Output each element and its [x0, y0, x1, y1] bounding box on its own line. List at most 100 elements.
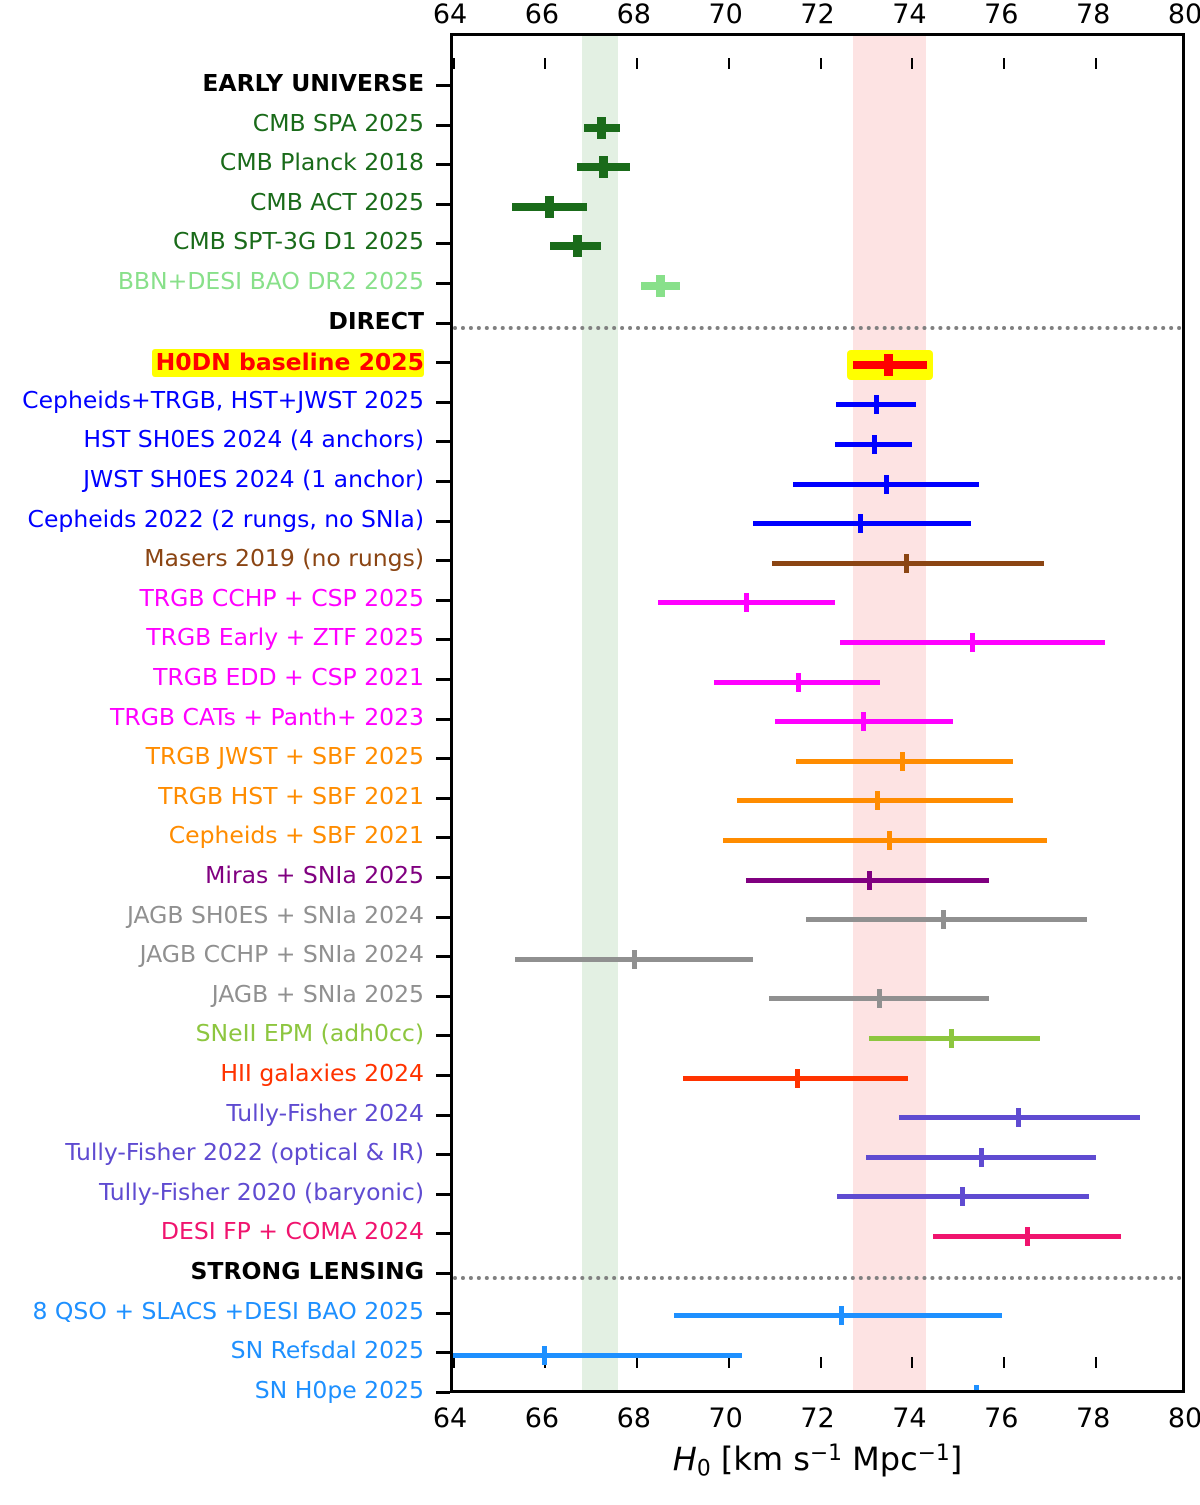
y-tick-row-18 [436, 796, 450, 800]
axis-title-units: [km s−1 Mpc−1] [710, 1440, 963, 1478]
center-marker-row-2 [598, 156, 608, 179]
center-marker-row-13 [744, 593, 750, 613]
y-tick-row-2 [436, 163, 450, 167]
center-marker-row-4 [572, 235, 582, 258]
y-tick-row-24 [436, 1034, 450, 1038]
x-tick-label-70: 70 [708, 1403, 743, 1434]
x-tick-76 [1003, 58, 1006, 69]
x-tick-label-64: 64 [432, 0, 468, 30]
x-tick-label-66: 66 [524, 0, 560, 30]
center-marker-row-9 [871, 434, 877, 454]
row-label-27: Tully-Fisher 2022 (optical & IR) [65, 1138, 424, 1167]
center-marker-row-31 [838, 1306, 844, 1326]
center-marker-row-32 [542, 1345, 548, 1365]
row-label-32: SN Refsdal 2025 [230, 1336, 424, 1365]
plot-area [453, 36, 1182, 1390]
x-tick-68 [635, 58, 638, 69]
y-tick-row-22 [436, 955, 450, 959]
row-label-10: JWST SH0ES 2024 (1 anchor) [83, 465, 424, 493]
x-tick-72 [819, 58, 822, 69]
x-tick-64 [453, 1357, 455, 1368]
row-label-9: HST SH0ES 2024 (4 anchors) [83, 425, 424, 454]
row-label-5: BBN+DESI BAO DR2 2025 [117, 267, 424, 295]
center-marker-row-3 [545, 195, 555, 218]
y-tick-row-32 [436, 1351, 450, 1355]
x-tick-label-76: 76 [984, 1403, 1019, 1434]
center-marker-row-22 [632, 949, 638, 969]
y-tick-row-21 [436, 915, 450, 919]
y-tick-row-27 [436, 1153, 450, 1157]
row-label-2: CMB Planck 2018 [219, 148, 424, 177]
x-axis-title: H0 [km s−1 Mpc−1] [450, 1443, 1185, 1480]
y-tick-row-16 [436, 717, 450, 721]
row-label-20: Miras + SNIa 2025 [205, 861, 424, 889]
y-tick-row-7 [436, 361, 450, 365]
y-tick-row-25 [436, 1074, 450, 1077]
x-tick-78 [1095, 58, 1098, 69]
center-marker-row-28 [960, 1187, 966, 1207]
center-marker-row-26 [1015, 1108, 1021, 1128]
row-label-1: CMB SPA 2025 [252, 108, 424, 137]
y-tick-row-5 [436, 282, 450, 285]
row-label-16: TRGB CATs + Panth+ 2023 [110, 702, 424, 731]
row-label-25: HII galaxies 2024 [220, 1059, 424, 1087]
y-tick-row-6 [436, 321, 450, 325]
x-tick-74 [911, 58, 914, 69]
y-tick-row-19 [436, 836, 450, 840]
x-tick-label-72: 72 [800, 1403, 835, 1434]
error-bar-row-19 [723, 837, 1047, 843]
row-label-28: Tully-Fisher 2020 (baryonic) [99, 1177, 424, 1206]
row-label-31: 8 QSO + SLACS +DESI BAO 2025 [32, 1296, 424, 1325]
center-marker-row-15 [795, 672, 801, 692]
x-tick-label-72: 72 [800, 0, 835, 30]
y-tick-row-4 [436, 242, 450, 246]
error-bar-row-18 [736, 798, 1014, 804]
x-tick-76 [1003, 1357, 1006, 1368]
row-label-22: JAGB CCHP + SNIa 2024 [139, 940, 424, 969]
x-tick-78 [1095, 1357, 1098, 1368]
y-tick-row-23 [436, 994, 450, 998]
center-marker-row-24 [949, 1028, 955, 1048]
row-label-23: JAGB + SNIa 2025 [211, 979, 424, 1008]
row-label-30: STRONG LENSING [190, 1257, 425, 1285]
row-label-19: Cepheids + SBF 2021 [168, 821, 424, 850]
plot-frame [450, 33, 1185, 1393]
row-label-8: Cepheids+TRGB, HST+JWST 2025 [22, 385, 424, 414]
center-marker-row-10 [883, 474, 889, 494]
row-label-0: EARLY UNIVERSE [202, 69, 424, 97]
center-marker-row-19 [886, 830, 892, 850]
row-label-18: TRGB HST + SBF 2021 [158, 781, 424, 810]
row-label-14: TRGB Early + ZTF 2025 [146, 623, 424, 652]
row-label-15: TRGB EDD + CSP 2021 [153, 663, 424, 691]
y-tick-row-8 [436, 400, 450, 404]
row-label-11: Cepheids 2022 (2 rungs, no SNIa) [27, 504, 424, 533]
center-marker-row-12 [903, 553, 909, 573]
axis-title-symbol: H [672, 1440, 697, 1478]
row-label-6: DIRECT [328, 306, 424, 335]
center-marker-row-21 [941, 910, 947, 930]
y-tick-row-12 [436, 559, 450, 563]
center-marker-row-14 [969, 632, 975, 652]
x-tick-70 [727, 1357, 730, 1368]
section-divider-row-30 [453, 1276, 1182, 1280]
row-label-13: TRGB CCHP + CSP 2025 [139, 583, 424, 612]
error-bar-row-32 [453, 1352, 743, 1358]
section-divider-row-6 [453, 325, 1182, 330]
center-marker-row-16 [860, 712, 866, 732]
center-marker-row-8 [874, 395, 880, 415]
x-tick-label-80: 80 [1167, 0, 1200, 30]
y-tick-row-13 [436, 598, 450, 602]
y-tick-row-31 [436, 1311, 450, 1315]
y-tick-row-1 [436, 123, 450, 127]
center-marker-row-27 [978, 1147, 984, 1167]
row-label-29: DESI FP + COMA 2024 [160, 1217, 424, 1246]
x-tick-label-74: 74 [892, 1403, 927, 1434]
x-tick-66 [543, 58, 546, 69]
row-label-4: CMB SPT-3G D1 2025 [173, 227, 424, 256]
early-universe-band [581, 36, 619, 1390]
x-tick-72 [819, 1357, 822, 1368]
row-label-12: Masers 2019 (no rungs) [144, 544, 424, 573]
center-marker-row-25 [795, 1068, 801, 1088]
x-tick-label-64: 64 [432, 1403, 468, 1434]
x-tick-label-70: 70 [708, 0, 743, 30]
